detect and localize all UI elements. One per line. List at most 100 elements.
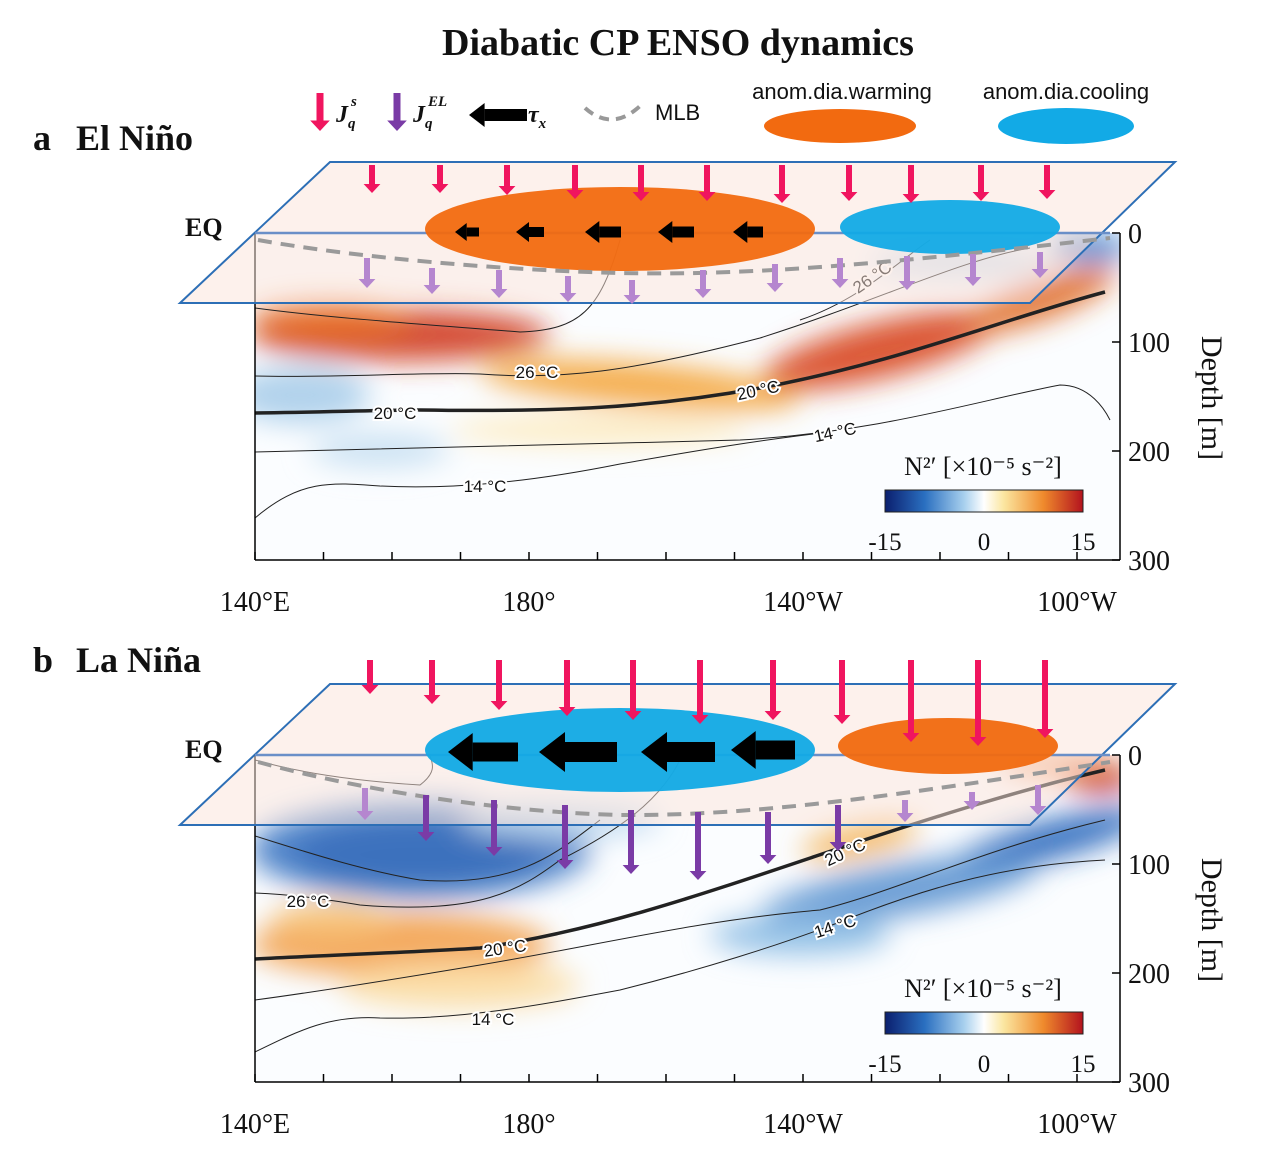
- wind-arrow-head: [733, 221, 748, 243]
- entrainment-flux-arrow-head: [1031, 269, 1049, 278]
- symbol: J: [335, 102, 349, 128]
- surface-flux-arrow-head: [624, 711, 642, 720]
- diabatic-anomaly: [840, 200, 1060, 254]
- contour-label: 26 °C: [287, 892, 330, 911]
- y-tick-label: 100: [1128, 328, 1170, 359]
- wind-arrow-shaft: [466, 227, 479, 237]
- wind-arrow-shaft: [472, 742, 518, 762]
- colorbar-tick-label: 15: [1071, 1051, 1096, 1078]
- legend-mlb-line: [583, 104, 642, 122]
- entrainment-flux-arrow-head: [896, 813, 914, 822]
- wind-arrow-shaft: [667, 742, 715, 762]
- anomaly-blob: [255, 367, 370, 423]
- surface-flux-arrow-head: [764, 711, 782, 720]
- subscript: q: [348, 116, 356, 132]
- mixed-layer-base: [257, 236, 1111, 276]
- anomaly-blob: [480, 359, 800, 411]
- surface-flux-arrow-head: [361, 685, 379, 694]
- entrainment-flux-arrow-head: [829, 842, 847, 851]
- entrainment-flux-arrow-head: [356, 811, 374, 820]
- surface-flux-arrow-head: [363, 184, 381, 193]
- x-tick-label: 180°: [502, 1109, 555, 1140]
- entrainment-flux-arrow-head: [358, 279, 376, 288]
- wind-arrow-shaft: [672, 226, 694, 238]
- panel-title: La Niña: [76, 640, 201, 680]
- y-tick-label: 0: [1128, 219, 1142, 250]
- entrainment-flux-arrow-head: [485, 847, 503, 856]
- anomaly-blob: [310, 432, 450, 468]
- legend-cooling-swatch: [998, 108, 1134, 144]
- entrainment-flux-arrow-head: [622, 865, 640, 874]
- figure-title: Diabatic CP ENSO dynamics: [442, 22, 914, 64]
- section-shading: [255, 755, 1120, 1082]
- contour-label: 14 °C: [472, 1010, 515, 1029]
- superscript: EL: [427, 94, 447, 110]
- wind-arrow-head: [455, 223, 467, 241]
- surface-flux-arrow-head: [1038, 190, 1056, 199]
- x-tick-label: 100°W: [1037, 1109, 1117, 1140]
- entrainment-flux-arrow-head: [417, 832, 435, 841]
- wind-arrow-shaft: [565, 742, 617, 762]
- colorbar-tick-label: 0: [978, 1051, 991, 1078]
- wind-arrow-head: [469, 103, 485, 127]
- colorbar: [884, 489, 1084, 513]
- x-tick-label: 140°E: [220, 587, 290, 618]
- isotherm: [255, 290, 1106, 415]
- subscript: q: [425, 116, 433, 132]
- anomaly-blob: [270, 902, 390, 938]
- legend-surface-arrow-head: [310, 120, 330, 131]
- surface-flux-arrow-head: [840, 192, 858, 201]
- entrainment-flux-arrow-head: [766, 283, 784, 292]
- equator-label: EQ: [185, 213, 223, 242]
- y-tick-label: 0: [1128, 741, 1142, 772]
- panel-label: b: [33, 640, 53, 680]
- panel-title: El Niño: [76, 118, 193, 158]
- y-tick-label: 100: [1128, 850, 1170, 881]
- x-tick-label: 180°: [502, 587, 555, 618]
- legend-entrain-arrow-head: [387, 120, 407, 131]
- anomaly-blob: [340, 961, 580, 1009]
- colorbar-tick-label: 0: [978, 529, 991, 556]
- surface-flux-arrow-head: [698, 192, 716, 201]
- wind-arrow-head: [448, 733, 473, 771]
- entrainment-flux-arrow-head: [964, 277, 982, 286]
- entrainment-flux-arrow-head: [623, 295, 641, 304]
- panel-label: a: [33, 118, 51, 158]
- anomaly-blob: [964, 266, 1116, 334]
- wind-arrow-head: [585, 221, 600, 243]
- contour-label: 26 °C: [516, 363, 559, 382]
- surface-flux-arrow-head: [833, 715, 851, 724]
- entrainment-flux-arrow-head: [963, 801, 981, 810]
- surface-flux-arrow-head: [691, 715, 709, 724]
- wind-arrow-shaft: [484, 109, 527, 121]
- colorbar: [884, 1011, 1084, 1035]
- isotherm: [255, 859, 1106, 1053]
- wind-arrow-head: [731, 731, 756, 769]
- surface-flux-arrow-head: [558, 707, 576, 716]
- y-tick-label: 200: [1128, 437, 1170, 468]
- y-tick-label: 300: [1128, 1068, 1170, 1099]
- y-axis-label: Depth [m]: [1195, 336, 1228, 460]
- entrainment-flux-arrow-head: [898, 281, 916, 290]
- colorbar-tick-label: -15: [868, 1051, 901, 1078]
- legend-cooling: anom.dia.cooling: [983, 79, 1149, 104]
- surface-flux-arrow-head: [902, 733, 920, 742]
- legend-warming: anom.dia.warming: [752, 79, 932, 104]
- legend-symbol: Jq: [412, 102, 433, 132]
- legend-symbol: τx: [528, 102, 547, 132]
- surface-flux-arrow-head: [1036, 729, 1054, 738]
- wind-arrow-head: [641, 732, 667, 772]
- anomaly-blob: [762, 854, 1038, 926]
- superscript: s: [350, 94, 357, 110]
- anomaly-blob: [763, 310, 997, 390]
- entrainment-flux-arrow-head: [831, 279, 849, 288]
- wind-arrow-shaft: [529, 227, 544, 237]
- diabatic-anomaly: [838, 718, 1058, 774]
- anomaly-blob: [710, 915, 890, 955]
- surface-flux-arrow-head: [431, 184, 449, 193]
- surface-flux-arrow-head: [972, 192, 990, 201]
- symbol: τ: [528, 102, 540, 128]
- y-tick-label: 200: [1128, 959, 1170, 990]
- anomaly-field: [255, 755, 1120, 1009]
